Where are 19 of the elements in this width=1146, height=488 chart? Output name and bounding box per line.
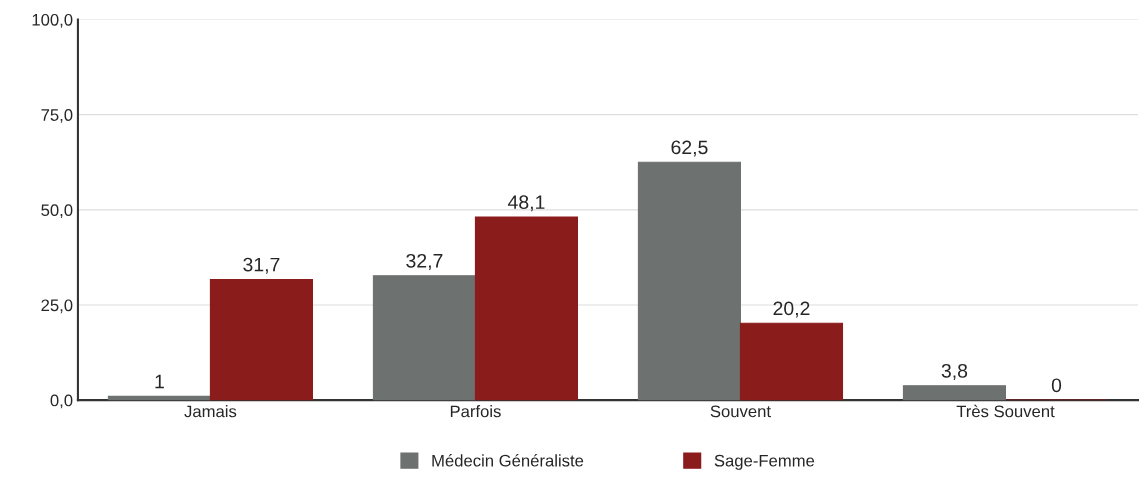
x-tick-label: Très Souvent bbox=[956, 404, 1055, 418]
data-label: 48,1 bbox=[507, 195, 545, 212]
data-label: 20,2 bbox=[773, 301, 810, 318]
data-label: 0 bbox=[1051, 378, 1062, 393]
data-label: 3,8 bbox=[941, 363, 968, 380]
x-tick-label: Jamais bbox=[184, 405, 237, 418]
y-tick-label: 25,0 bbox=[41, 299, 73, 314]
x-tick-label: Souvent bbox=[710, 405, 771, 418]
legend-label: Sage-Femme bbox=[714, 454, 815, 470]
y-tick-label: 75,0 bbox=[41, 109, 73, 123]
data-label: 32,7 bbox=[406, 253, 443, 270]
y-tick-label: 100,0 bbox=[32, 13, 73, 28]
data-label: 31,7 bbox=[243, 257, 280, 274]
y-tick-label: 50,0 bbox=[41, 204, 73, 219]
legend-label: Médecin Généraliste bbox=[432, 454, 584, 467]
data-label: 62,5 bbox=[671, 140, 708, 157]
x-tick-label: Parfois bbox=[450, 405, 501, 418]
data-label: 1 bbox=[155, 374, 164, 389]
y-tick-label: 0,0 bbox=[50, 394, 73, 409]
